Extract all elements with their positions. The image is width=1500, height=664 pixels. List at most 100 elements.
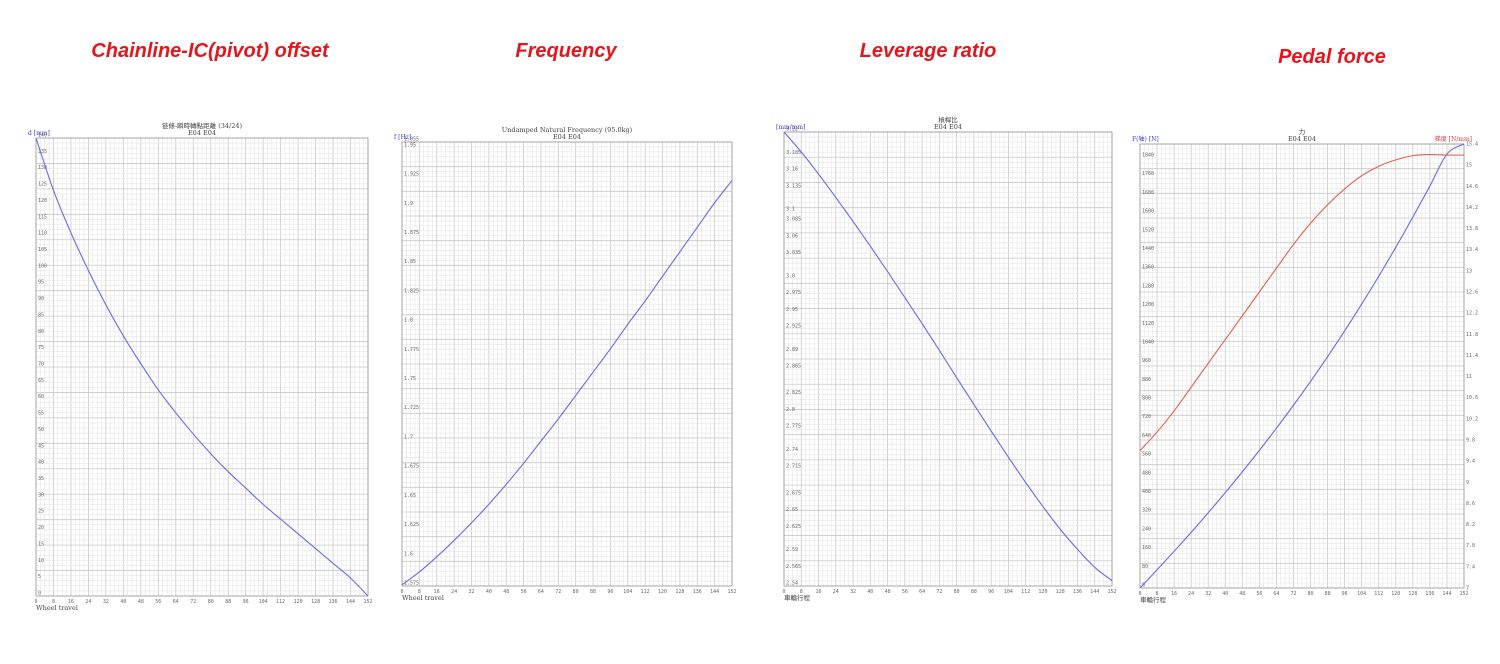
x-tick-label: 56	[521, 589, 527, 595]
x-axis-label: Wheel travel	[402, 594, 444, 602]
y2-tick-label: 13.4	[1466, 247, 1478, 253]
y-tick-label: 125	[38, 182, 47, 188]
x-tick-label: 40	[486, 589, 492, 595]
x-tick-label: 40	[1222, 591, 1228, 597]
y-tick-label: 1.775	[404, 347, 419, 353]
y2-tick-label: 9.8	[1466, 438, 1475, 444]
plot-frame	[401, 141, 733, 587]
x-tick-label: 16	[1171, 591, 1177, 597]
y-tick-label: 80	[38, 329, 44, 335]
x-tick-label: 128	[1408, 591, 1417, 597]
y-tick-label: 60	[38, 394, 44, 400]
chart-subcaption: E04 E04	[1288, 135, 1316, 143]
y-tick-label: 45	[38, 443, 44, 449]
y2-axis-label: 梯度 [N/mm]	[1435, 135, 1472, 143]
x-tick-label: 40	[120, 599, 126, 605]
y-tick-label: 1.9	[404, 201, 413, 207]
y-tick-label: 2.825	[786, 390, 801, 396]
y-tick-label: 25	[38, 509, 44, 515]
chart-subcaption: E04 E04	[934, 123, 962, 131]
x-tick-label: 112	[276, 599, 285, 605]
y-tick-label: 800	[1142, 396, 1151, 402]
y-tick-label: 1.625	[404, 522, 419, 528]
x-tick-label: 96	[1342, 591, 1348, 597]
y-tick-label: 135	[38, 149, 47, 155]
y-tick-label: 95	[38, 280, 44, 286]
x-tick-label: 88	[1325, 591, 1331, 597]
y-axis-label: [mm/mm]	[776, 124, 805, 131]
series-line-0	[783, 131, 1113, 582]
y2-tick-label: 10.6	[1466, 395, 1478, 401]
chart-title-frequency: Frequency	[515, 40, 617, 62]
chart-caption: 力	[1299, 127, 1306, 136]
y-tick-label: 1360	[1142, 265, 1154, 271]
y-tick-label: 160	[1142, 545, 1151, 551]
x-tick-label: 56	[155, 599, 161, 605]
y2-tick-label: 11	[1466, 374, 1472, 380]
grid	[783, 131, 1113, 587]
x-axis-label: 車輪行程	[1140, 595, 1167, 604]
y-tick-label: 1.575	[404, 581, 419, 587]
x-tick-label: 48	[138, 599, 144, 605]
chart-caption: 链條-瞬時轉點距離 (34/24)	[162, 121, 243, 130]
x-tick-label: 24	[1188, 591, 1194, 597]
y-tick-label: 3.06	[786, 233, 798, 239]
y-tick-label: 2.925	[786, 323, 801, 329]
y-tick-label: 3.035	[786, 250, 801, 256]
x-tick-label: 88	[225, 599, 231, 605]
x-tick-label: 48	[885, 589, 891, 595]
y-tick-label: 1520	[1142, 227, 1154, 233]
x-tick-label: 104	[1357, 591, 1366, 597]
x-tick-label: 64	[538, 589, 544, 595]
x-tick-label: 32	[103, 599, 109, 605]
y2-tick-label: 15.4	[1466, 142, 1478, 148]
x-tick-label: 96	[607, 589, 613, 595]
y-axis-label: d [mm]	[28, 130, 50, 137]
y-tick-label: 1.675	[404, 464, 419, 470]
x-tick-label: 104	[259, 599, 268, 605]
chart-caption: 槓桿比	[938, 115, 958, 124]
y-tick-label: 3.22	[786, 127, 798, 133]
y-tick-label: 3.135	[786, 183, 801, 189]
x-tick-label: 0	[400, 589, 403, 595]
chart-title-chainline: Chainline-IC(pivot) offset	[91, 40, 329, 62]
y-tick-label: 1.6	[404, 551, 413, 557]
x-tick-label: 16	[68, 599, 74, 605]
x-tick-label: 128	[311, 599, 320, 605]
y-tick-label: 50	[38, 427, 44, 433]
y-tick-label: 3.085	[786, 217, 801, 223]
y-tick-label: 1200	[1142, 302, 1154, 308]
y-tick-label: 115	[38, 214, 47, 220]
y-tick-label: 1.95	[404, 142, 416, 148]
x-tick-label: 16	[434, 589, 440, 595]
x-tick-label: 40	[867, 589, 873, 595]
y-tick-label: 1.85	[404, 259, 416, 265]
plot-frame	[1139, 143, 1465, 589]
y-tick-label: 1.725	[404, 405, 419, 411]
x-tick-label: 80	[573, 589, 579, 595]
x-tick-label: 64	[919, 589, 925, 595]
x-tick-label: 128	[675, 589, 684, 595]
y-tick-label: 75	[38, 345, 44, 351]
y2-tick-label: 11.4	[1466, 353, 1478, 359]
y-tick-label: 80	[1142, 564, 1148, 570]
x-tick-label: 8	[800, 589, 803, 595]
x-tick-label: 64	[173, 599, 179, 605]
chart-title-leverage: Leverage ratio	[859, 40, 997, 62]
y-tick-label: 240	[1142, 526, 1151, 532]
y-tick-label: 400	[1142, 489, 1151, 495]
y-tick-label: 960	[1142, 358, 1151, 364]
y2-tick-label: 14.2	[1466, 205, 1478, 211]
x-tick-label: 120	[1391, 591, 1400, 597]
y2-tick-label: 12.2	[1466, 311, 1478, 317]
x-tick-label: 72	[555, 589, 561, 595]
y-tick-label: 110	[38, 231, 47, 237]
y-tick-label: 480	[1142, 470, 1151, 476]
y-tick-label: 20	[38, 525, 44, 531]
y-tick-label: 2.865	[786, 364, 801, 370]
x-tick-label: 128	[1056, 589, 1065, 595]
x-tick-label: 72	[1290, 591, 1296, 597]
x-tick-label: 152	[727, 589, 736, 595]
